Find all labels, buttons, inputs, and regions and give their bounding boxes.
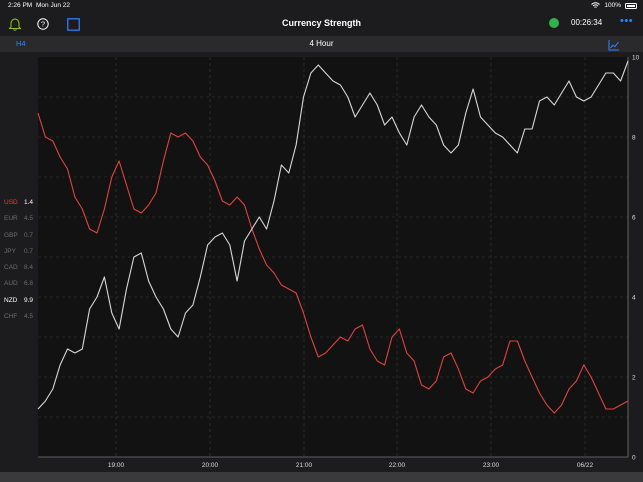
legend-currency: NZD (4, 296, 18, 304)
y-tick-label: 4 (632, 295, 636, 302)
bottom-bar (0, 472, 643, 482)
battery-icon (625, 2, 637, 9)
legend-row-nzd[interactable]: NZD 9.9 (4, 297, 38, 313)
battery-percent: 100% (604, 2, 621, 9)
legend-row-eur[interactable]: EUR 4.5 (4, 215, 38, 231)
legend-value: 4.5 (24, 215, 34, 223)
legend-currency: USD (4, 199, 18, 206)
status-time: 2:26 PM (8, 2, 33, 9)
chart-type-icon[interactable] (608, 38, 620, 51)
legend-row-aud[interactable]: AUD 6.8 (4, 280, 38, 296)
x-tick-label: 19:00 (108, 462, 125, 469)
x-tick-label: 21:00 (296, 462, 313, 469)
help-icon[interactable]: ? (35, 16, 51, 32)
chart-area: 0 2 4 6 8 10 19:00 20:00 21:00 22:00 23:00 06/22 (0, 52, 643, 472)
bell-icon[interactable] (7, 16, 23, 32)
svg-text:?: ? (41, 20, 45, 29)
y-tick-label: 10 (632, 55, 640, 62)
legend-row-chf[interactable]: CHF 4.5 (4, 313, 38, 329)
legend-currency: CHF (4, 313, 18, 321)
series-line-usd (37, 112, 629, 414)
legend-row-jpy[interactable]: JPY 0.7 (4, 248, 38, 264)
timeframe-selector[interactable]: H4 (16, 39, 26, 48)
timeframe-label: 4 Hour (309, 39, 334, 48)
page-title: Currency Strength (281, 18, 361, 28)
legend-currency: EUR (4, 215, 18, 223)
legend-currency: CAD (4, 264, 18, 272)
session-timer: 00:26:34 (571, 18, 603, 27)
timeframe-bar: H4 4 Hour (0, 36, 643, 52)
x-tick-label: 06/22 (577, 462, 594, 469)
legend-currency: AUD (4, 280, 18, 288)
top-toolbar: ? Currency Strength (0, 12, 643, 36)
x-tick-label: 23:00 (483, 462, 500, 469)
legend-row-usd[interactable]: USD 1.4 (4, 199, 38, 215)
more-menu-icon[interactable]: ••• (620, 15, 634, 27)
currency-legend: USD 1.4 EUR 4.5 GBP 0.7 JPY 0.7 CAD 8.4 AUD 6.8 NZD 9… (4, 199, 38, 329)
legend-row-cad[interactable]: CAD 8.4 (4, 264, 38, 280)
status-date: Mon Jun 22 (36, 2, 70, 9)
legend-value: 9.9 (24, 296, 34, 304)
series-line-nzd (37, 60, 629, 410)
legend-currency: JPY (4, 247, 16, 255)
legend-row-gbp[interactable]: GBP 0.7 (4, 232, 38, 248)
y-tick-label: 0 (632, 455, 636, 462)
y-tick-label: 8 (632, 135, 636, 142)
strength-chart: 0 2 4 6 8 10 19:00 20:00 21:00 22:00 23:00 06/22 (37, 55, 640, 469)
legend-value: 1.4 (24, 199, 34, 206)
connection-status-dot (549, 18, 559, 28)
wifi-icon (591, 2, 601, 8)
status-right: 100% (591, 2, 637, 9)
legend-value: 6.8 (24, 280, 34, 288)
y-tick-label: 6 (632, 215, 636, 222)
y-tick-label: 2 (632, 375, 636, 382)
stop-square-icon[interactable] (65, 16, 81, 32)
legend-value: 0.7 (24, 231, 34, 239)
status-bar: 2:26 PM Mon Jun 22 100% (0, 0, 643, 12)
x-tick-label: 22:00 (389, 462, 406, 469)
x-tick-label: 20:00 (202, 462, 219, 469)
legend-value: 0.7 (24, 247, 34, 255)
legend-value: 4.5 (24, 313, 34, 321)
legend-currency: GBP (4, 231, 18, 239)
legend-value: 8.4 (24, 264, 34, 272)
